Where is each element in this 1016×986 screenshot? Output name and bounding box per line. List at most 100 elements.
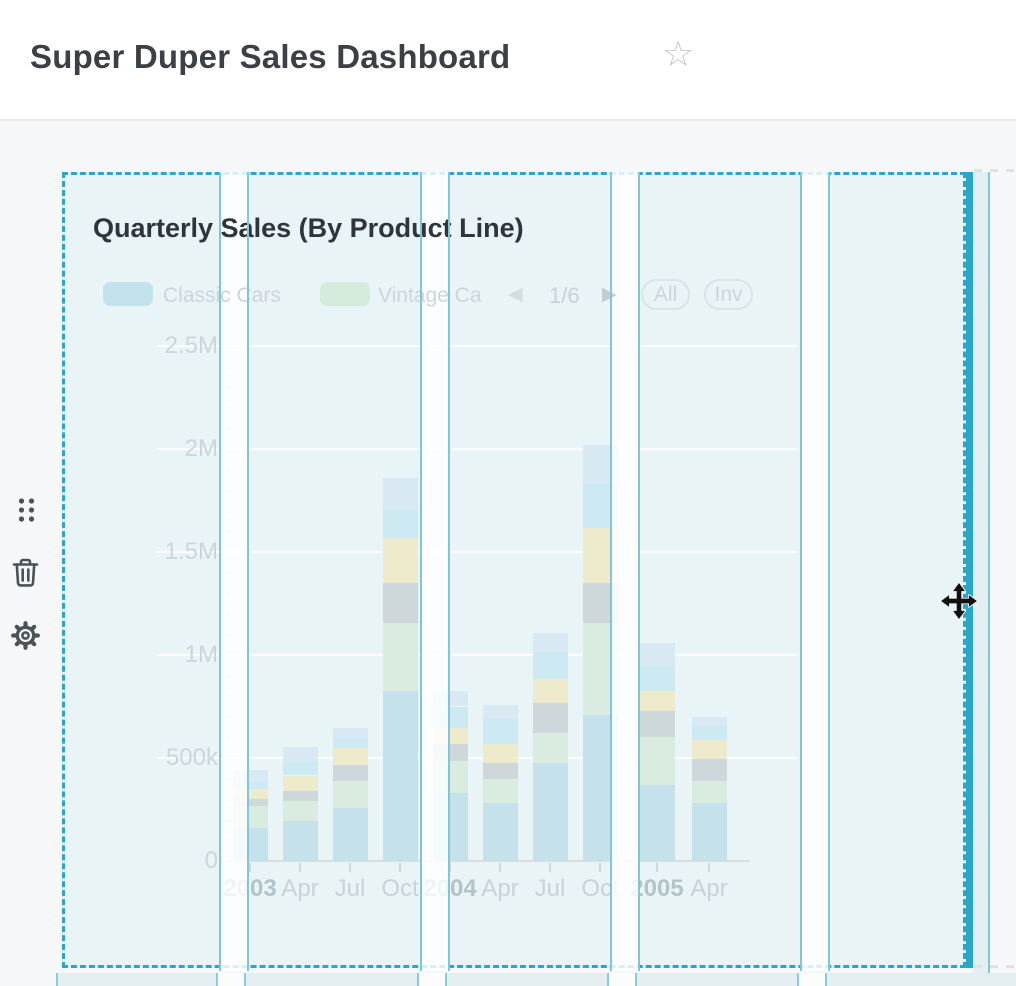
- bar-segment: [282, 761, 318, 776]
- bar-segment: [691, 803, 727, 861]
- trash-icon[interactable]: [12, 557, 39, 588]
- ghost-outline-top: [974, 169, 1016, 172]
- chart-legend: Classic Cars Vintage Ca ◀ 1/6 ▶ All Inv: [65, 279, 963, 311]
- grid-column-line: [420, 172, 422, 971]
- bar-segment: [691, 759, 727, 781]
- grid-column-line: [247, 172, 249, 971]
- grid-gutter: [417, 973, 447, 986]
- bar-segment: [482, 778, 518, 804]
- bar-segment: [482, 803, 518, 861]
- bar-segment: [332, 808, 368, 861]
- y-gridline: [157, 654, 797, 656]
- bar-segment: [382, 509, 418, 538]
- x-axis-tick: [349, 863, 351, 872]
- bar-segment: [532, 678, 568, 704]
- x-axis-tick: [708, 863, 710, 872]
- bar-segment: [382, 623, 418, 692]
- bar-segment: [639, 710, 675, 738]
- bar-segment: [691, 726, 727, 741]
- bar-segment: [639, 784, 675, 861]
- bar-segment: [532, 633, 568, 652]
- legend-next-icon[interactable]: ▶: [602, 283, 617, 306]
- favorite-star-icon[interactable]: ☆: [662, 33, 695, 74]
- bar-segment: [639, 642, 675, 666]
- dashboard-header: Super Duper Sales Dashboard ☆: [0, 0, 1016, 121]
- legend-swatch-classic-cars[interactable]: [103, 282, 153, 306]
- legend-all-button[interactable]: All: [641, 279, 690, 310]
- bar-segment: [532, 651, 568, 679]
- y-axis-label: 0: [204, 847, 218, 874]
- grid-column-line: [610, 172, 612, 971]
- x-axis-tick: [399, 863, 401, 872]
- x-axis-tick: [549, 863, 551, 872]
- grid-column-sliver: [973, 172, 990, 986]
- ghost-outline-bottom: [974, 965, 1016, 968]
- bar-segment: [282, 820, 318, 861]
- grid-gutter-overlay: [610, 172, 640, 971]
- y-axis-label: 1.5M: [164, 538, 218, 565]
- bar-segment: [691, 716, 727, 727]
- x-axis-label: Apr: [281, 875, 319, 902]
- bar-segment: [639, 691, 675, 711]
- bar-segment: [332, 780, 368, 809]
- x-axis-tick: [299, 863, 301, 872]
- grid-gutter: [216, 973, 246, 986]
- bar-segment: [482, 705, 518, 719]
- bar-segment: [691, 780, 727, 804]
- grid-column-line: [219, 172, 221, 971]
- move-cursor-icon: [940, 582, 978, 620]
- dashboard-card-quarterly-sales[interactable]: 0500k1M1.5M2M2.5M2003AprJulOct2004AprJul…: [62, 172, 966, 971]
- gear-icon[interactable]: [10, 620, 41, 651]
- bar-segment: [482, 763, 518, 779]
- bar-segment: [532, 763, 568, 861]
- legend-prev-icon[interactable]: ◀: [508, 284, 523, 305]
- grid-column-line: [638, 172, 640, 971]
- grid-row-below: [56, 973, 1016, 986]
- x-axis-label: Oct: [381, 875, 419, 902]
- y-gridline: [157, 757, 797, 759]
- bar-segment: [382, 477, 418, 510]
- x-axis-tick: [599, 863, 601, 872]
- grid-gutter: [607, 973, 637, 986]
- x-axis-label: Apr: [690, 875, 728, 902]
- bar-segment: [232, 788, 268, 800]
- legend-label-vintage-cars[interactable]: Vintage Ca: [378, 284, 482, 307]
- bar-segment: [332, 737, 368, 748]
- x-axis-label: Apr: [481, 875, 519, 902]
- grid-column-line: [448, 172, 450, 971]
- x-axis-label: Jul: [534, 875, 566, 902]
- legend-inv-button[interactable]: Inv: [704, 279, 753, 310]
- bar-segment: [332, 765, 368, 781]
- grid-gutter-overlay: [420, 172, 450, 971]
- y-gridline: [157, 345, 797, 347]
- legend-label-classic-cars[interactable]: Classic Cars: [163, 284, 281, 307]
- bar-segment: [532, 703, 568, 734]
- bar-segment: [532, 733, 568, 764]
- drag-handle-icon[interactable]: [17, 497, 36, 524]
- bar-segment: [382, 582, 418, 624]
- y-gridline: [157, 551, 797, 553]
- y-axis-label: 2.5M: [164, 332, 218, 359]
- x-axis-tick: [249, 863, 251, 872]
- grid-gutter-overlay: [800, 172, 830, 971]
- x-axis-tick: [449, 863, 451, 872]
- legend-swatch-vintage-cars[interactable]: [320, 282, 370, 306]
- bar-segment: [282, 801, 318, 821]
- x-axis-label: Jul: [334, 875, 366, 902]
- card-resize-edge[interactable]: [966, 172, 973, 968]
- bar-segment: [282, 790, 318, 802]
- bar-segment: [282, 746, 318, 762]
- bar-segment: [639, 665, 675, 692]
- bar-segment: [282, 775, 318, 791]
- legend-page-count: 1/6: [549, 283, 580, 308]
- grid-gutter-overlay: [219, 172, 249, 971]
- bar-segment: [482, 743, 518, 764]
- bar-segment: [482, 718, 518, 744]
- bar-segment: [332, 728, 368, 738]
- y-axis-label: 2M: [184, 435, 218, 462]
- x-axis-line: [228, 860, 750, 862]
- grid-column-line: [800, 172, 802, 971]
- dashboard-title[interactable]: Super Duper Sales Dashboard: [30, 38, 511, 75]
- bar-segment: [332, 747, 368, 766]
- bar-segment: [639, 737, 675, 785]
